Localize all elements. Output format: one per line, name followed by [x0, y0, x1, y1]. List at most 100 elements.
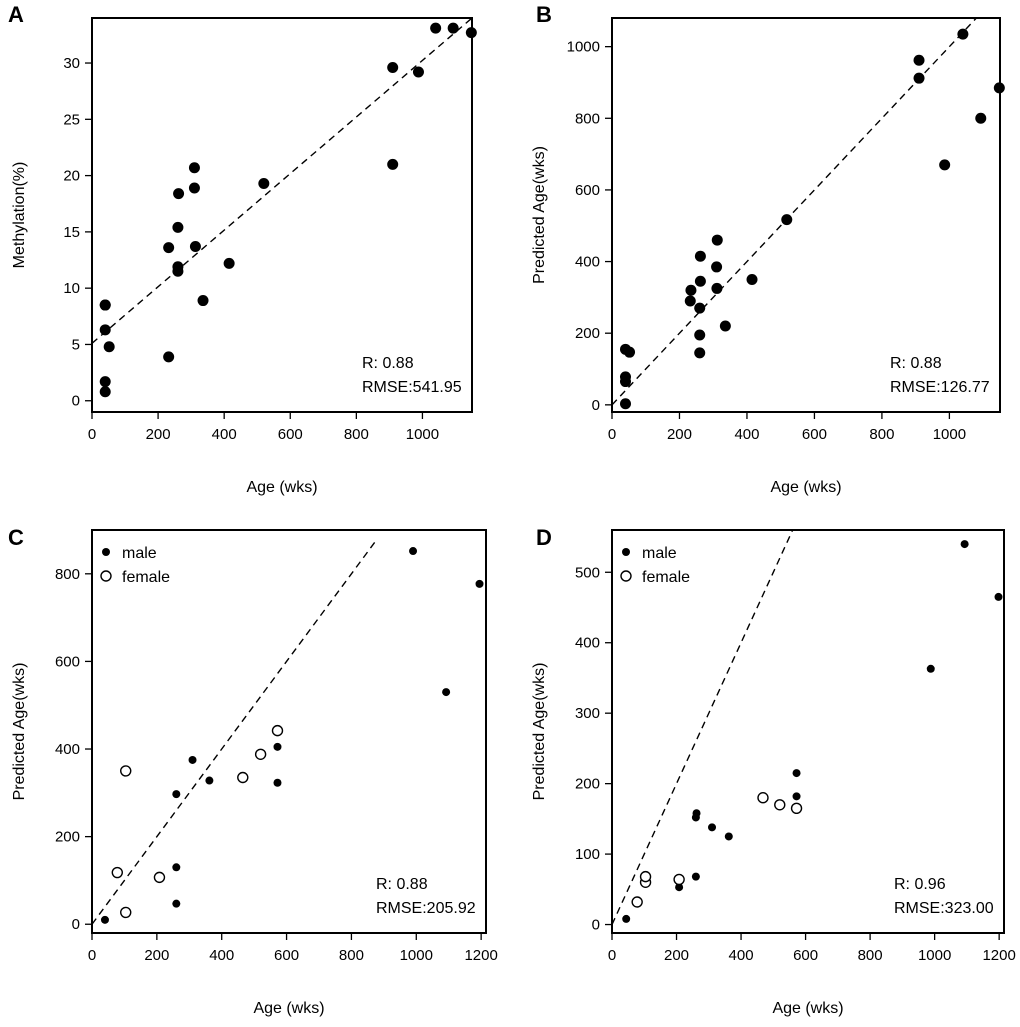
x-tick-label: 400: [212, 426, 237, 443]
y-tick-label: 0: [592, 917, 600, 934]
legend-label-male: male: [642, 545, 677, 562]
data-point-all: [103, 341, 115, 353]
x-tick-label: 0: [608, 426, 616, 443]
y-tick-label: 0: [592, 397, 600, 414]
data-point-female: [120, 765, 132, 777]
data-point-all: [939, 159, 951, 171]
data-point-male: [205, 776, 214, 785]
x-tick-label: 1000: [933, 426, 966, 443]
rmse-annotation: RMSE:541.95: [362, 379, 462, 396]
data-point-male: [475, 579, 484, 588]
y-tick-label: 25: [63, 111, 80, 128]
r-annotation: R: 0.88: [362, 355, 414, 372]
data-point-all: [99, 299, 111, 311]
data-point-male: [724, 832, 733, 841]
data-point-female: [120, 906, 132, 919]
legend-label-male: male: [122, 545, 157, 562]
x-axis-title: Age (wks): [246, 479, 317, 496]
data-point-male: [792, 769, 801, 778]
panel-letter: C: [8, 525, 24, 550]
data-point-all: [711, 282, 723, 294]
data-point-all: [412, 66, 424, 78]
y-tick-label: 20: [63, 168, 80, 185]
x-tick-label: 400: [209, 947, 234, 964]
legend-marker-female: [100, 570, 112, 582]
x-tick-label: 0: [88, 426, 96, 443]
plot-frame: [611, 17, 1001, 413]
data-point-all: [694, 250, 706, 262]
x-tick-label: 600: [802, 426, 827, 443]
r-annotation: R: 0.88: [890, 355, 942, 372]
data-point-all: [430, 22, 442, 34]
x-axis-title: Age (wks): [772, 1000, 843, 1017]
data-point-all: [99, 376, 111, 388]
x-axis-title: Age (wks): [770, 479, 841, 496]
x-tick-label: 200: [144, 947, 169, 964]
plot-frame: [91, 529, 487, 934]
data-point-all: [719, 320, 731, 332]
x-tick-label: 200: [664, 947, 689, 964]
data-point-female: [254, 748, 267, 760]
legend-marker-female: [620, 570, 632, 582]
data-point-all: [387, 158, 399, 170]
y-axis-title: Predicted Age(wks): [531, 146, 548, 284]
data-point-male: [994, 592, 1003, 601]
x-tick-label: 800: [869, 426, 894, 443]
data-point-male: [172, 899, 181, 908]
x-tick-label: 400: [734, 426, 759, 443]
y-tick-label: 200: [575, 776, 600, 793]
y-tick-label: 800: [575, 110, 600, 127]
y-tick-label: 400: [575, 635, 600, 652]
rmse-annotation: RMSE:205.92: [376, 900, 476, 917]
y-tick-label: 10: [63, 280, 80, 297]
data-point-all: [711, 234, 723, 246]
legend-marker-male: [622, 548, 630, 556]
data-point-female: [790, 802, 803, 814]
data-point-all: [189, 241, 201, 253]
y-tick-label: 1000: [567, 39, 600, 56]
data-point-male: [692, 809, 701, 818]
data-point-all: [188, 182, 200, 194]
data-point-male: [792, 792, 801, 801]
data-point-all: [387, 62, 399, 74]
data-point-all: [913, 54, 925, 66]
data-point-male: [409, 547, 418, 556]
data-point-all: [685, 284, 697, 296]
x-tick-label: 600: [274, 947, 299, 964]
data-point-all: [465, 27, 477, 39]
x-tick-label: 800: [339, 947, 364, 964]
x-tick-label: 200: [146, 426, 171, 443]
data-point-male: [708, 823, 717, 832]
data-point-all: [163, 242, 175, 254]
plot-frame: [611, 529, 1005, 934]
data-point-female: [237, 771, 249, 784]
panel-a: A 0 200 400 600 800 1000 0 5 10 15 20 25 30 Age (wks) M…: [8, 2, 477, 496]
data-point-all: [684, 295, 696, 307]
data-point-all: [447, 22, 459, 34]
y-axis-title: Predicted Age(wks): [531, 663, 548, 801]
data-point-all: [975, 112, 987, 124]
legend-label-female: female: [642, 569, 690, 586]
data-point-all: [746, 273, 758, 285]
data-point-all: [163, 351, 175, 363]
data-point-female: [271, 724, 284, 737]
legend-marker-male: [102, 548, 110, 556]
x-tick-label: 1200: [982, 947, 1015, 964]
data-point-all: [694, 329, 706, 341]
x-axis-title: Age (wks): [253, 1000, 324, 1017]
data-point-all: [99, 386, 111, 398]
panel-b: B 0 200 400 600 800 1000 0 200 400 600 800 1000 Age (…: [531, 2, 1005, 496]
data-point-all: [694, 275, 706, 287]
plot-frame: [91, 17, 473, 413]
data-point-female: [673, 873, 685, 886]
fit-line: [612, 530, 794, 925]
y-tick-label: 200: [55, 829, 80, 846]
r-annotation: R: 0.96: [894, 876, 946, 893]
data-point-all: [694, 302, 706, 314]
y-tick-label: 500: [575, 564, 600, 581]
x-tick-label: 800: [344, 426, 369, 443]
data-point-male: [675, 883, 684, 892]
x-tick-label: 800: [858, 947, 883, 964]
y-tick-label: 30: [63, 55, 80, 72]
panel-letter: A: [8, 2, 24, 27]
